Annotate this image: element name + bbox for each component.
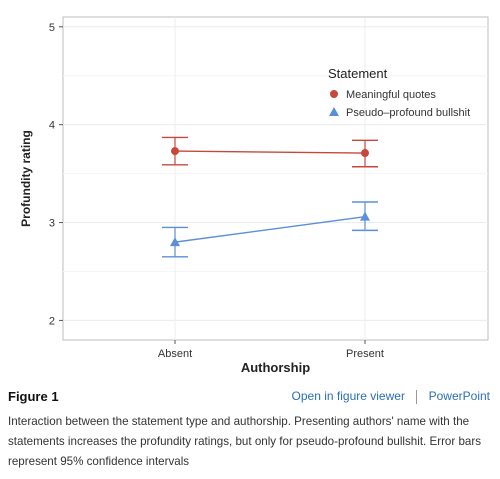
data-point <box>361 149 369 158</box>
open-figure-viewer-link[interactable]: Open in figure viewer <box>291 389 405 403</box>
x-tick-label: Present <box>346 348 384 360</box>
y-axis-title: Profundity rating <box>19 130 33 227</box>
y-tick-label: 4 <box>49 120 55 132</box>
legend-entry-label: Meaningful quotes <box>346 89 436 101</box>
series-pseudo-profound-bullshit <box>162 201 378 258</box>
figure-links: Open in figure viewer PowerPoint <box>292 389 490 404</box>
y-tick-label: 2 <box>49 315 55 327</box>
series-line <box>174 150 366 154</box>
legend-marker <box>330 90 338 98</box>
legend: Statement Meaningful quotes Pseudo–profoun… <box>328 66 470 119</box>
powerpoint-link[interactable]: PowerPoint <box>428 389 490 403</box>
chart: 2 3 4 5 Absent Present Authorship Profundity ra… <box>19 16 489 375</box>
x-axis-title: Authorship <box>241 360 310 375</box>
legend-title: Statement <box>328 66 388 81</box>
y-tick-label: 5 <box>49 22 55 34</box>
figure-caption: Interaction between the statement type a… <box>8 415 482 468</box>
data-point <box>170 237 180 247</box>
series-meaningful-quotes <box>162 136 378 168</box>
x-tick-label: Absent <box>158 348 192 360</box>
plot-panel <box>62 16 489 341</box>
y-tick-label: 3 <box>49 218 55 230</box>
legend-entry-label: Pseudo–profound bullshit <box>346 107 470 119</box>
legend-marker <box>329 107 339 116</box>
chart-svg: 2 3 4 5 Absent Present Authorship Profundity ra… <box>19 16 489 375</box>
data-point <box>171 147 179 156</box>
figure-bar: Figure 1 Open in figure viewer PowerPoin… <box>0 386 500 412</box>
series-line <box>174 215 366 243</box>
figure-label: Figure 1 <box>8 389 59 404</box>
data-point <box>360 211 370 221</box>
link-divider <box>416 389 418 404</box>
